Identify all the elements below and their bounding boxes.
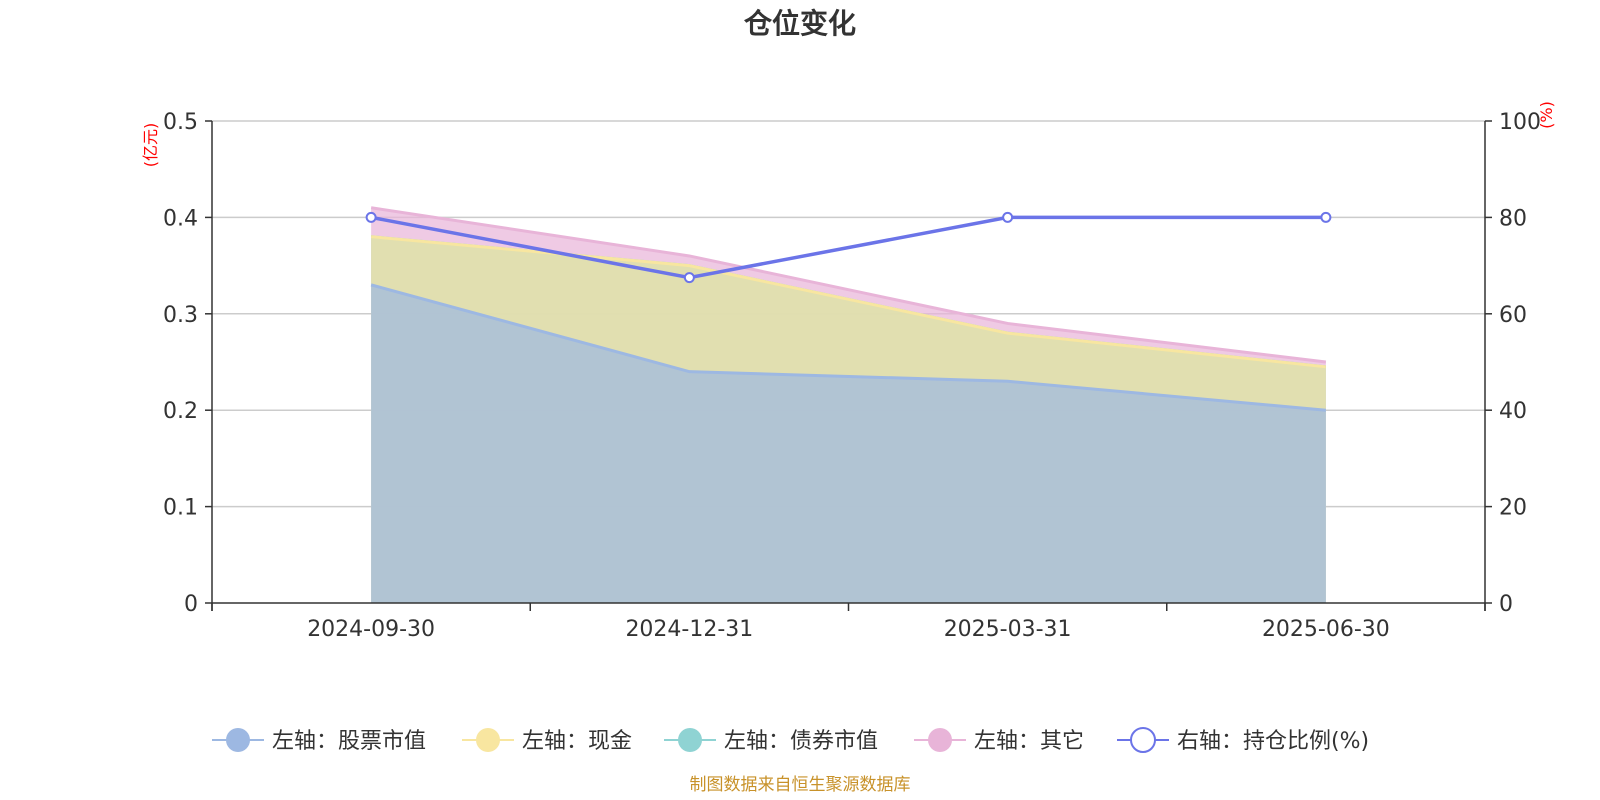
area-series-3-edge bbox=[370, 206, 1327, 364]
right-tick-label: 20 bbox=[1499, 496, 1527, 521]
legend-item: 左轴：其它 bbox=[914, 728, 1084, 754]
ratio-line-path bbox=[370, 215, 1326, 280]
right-axis-unit: (%) bbox=[1537, 101, 1556, 129]
left-axis-unit: (亿元) bbox=[141, 123, 160, 168]
ratio-point bbox=[1320, 211, 1332, 223]
left-tick-label: 0.1 bbox=[163, 496, 198, 521]
ratio-point bbox=[365, 211, 377, 223]
legend: 左轴：股票市值 左轴：现金 左轴：债券市值 左轴：其它 右轴：持仓比例(%) bbox=[212, 727, 1369, 754]
left-axis-ticks: 0 0.1 0.2 0.3 0.4 0.5 bbox=[163, 110, 212, 617]
legend-swatch-marker bbox=[678, 728, 702, 752]
x-tick-label: 2025-06-30 bbox=[1262, 617, 1390, 642]
left-tick-label: 0.4 bbox=[163, 206, 198, 231]
x-tick-label: 2024-09-30 bbox=[307, 617, 435, 642]
legend-item: 右轴：持仓比例(%) bbox=[1117, 727, 1369, 754]
legend-item: 左轴：债券市值 bbox=[664, 728, 878, 754]
area-series-0 bbox=[371, 284, 1326, 603]
stacked-areas bbox=[370, 206, 1327, 603]
legend-swatch-marker bbox=[476, 728, 500, 752]
legend-swatch-marker bbox=[928, 728, 952, 752]
legend-swatch-marker bbox=[226, 728, 250, 752]
legend-swatch-marker bbox=[1130, 727, 1156, 753]
area-series-0-edge bbox=[370, 283, 1327, 412]
right-tick-label: 80 bbox=[1499, 206, 1527, 231]
chart-title: 仓位变化 bbox=[744, 7, 856, 40]
legend-label: 左轴：股票市值 bbox=[272, 729, 426, 754]
left-tick-label: 0.3 bbox=[163, 303, 198, 328]
right-tick-label: 40 bbox=[1499, 399, 1527, 424]
left-tick-label: 0.2 bbox=[163, 399, 198, 424]
legend-label: 右轴：持仓比例(%) bbox=[1177, 729, 1369, 754]
right-tick-label: 100 bbox=[1499, 110, 1541, 135]
legend-item: 左轴：现金 bbox=[462, 728, 632, 754]
right-tick-label: 60 bbox=[1499, 303, 1527, 328]
ratio-point bbox=[683, 272, 695, 284]
x-tick-label: 2024-12-31 bbox=[625, 617, 753, 642]
legend-label: 左轴：现金 bbox=[522, 729, 632, 754]
source-note: 制图数据来自恒生聚源数据库 bbox=[690, 775, 911, 795]
left-tick-label: 0.5 bbox=[163, 110, 198, 135]
x-tick-label: 2025-03-31 bbox=[944, 617, 1072, 642]
right-axis-ticks: 0 20 40 60 80 100 bbox=[1485, 110, 1541, 617]
x-axis-ticks: 2024-09-30 2024-12-31 2025-03-31 2025-06-30 bbox=[211, 603, 1486, 642]
area-series-1-edge bbox=[370, 235, 1327, 369]
holding-ratio-line bbox=[365, 211, 1332, 284]
ratio-point bbox=[1002, 211, 1014, 223]
legend-item: 左轴：股票市值 bbox=[212, 728, 426, 754]
right-tick-label: 0 bbox=[1499, 592, 1513, 617]
left-tick-label: 0 bbox=[184, 592, 198, 617]
legend-label: 左轴：其它 bbox=[974, 729, 1084, 754]
legend-label: 左轴：债券市值 bbox=[724, 729, 878, 754]
